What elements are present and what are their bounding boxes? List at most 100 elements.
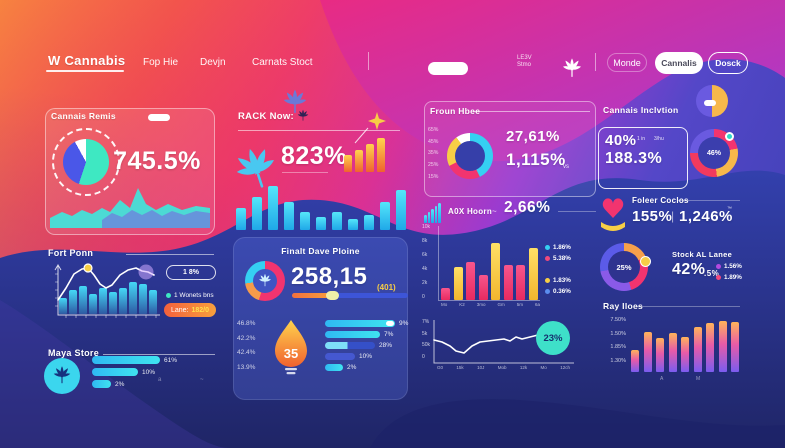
tick-label: 5m: [516, 302, 523, 307]
bar: [706, 323, 714, 372]
tick-label: 15%: [428, 173, 439, 180]
legend-item: 1.83%: [545, 277, 571, 284]
bar: [731, 322, 739, 372]
bar: [364, 215, 374, 230]
legend-item: 1.56%: [716, 263, 742, 270]
foleer-title-line: [678, 200, 740, 201]
hbar-row: 2%: [92, 380, 214, 388]
donut-hole: [608, 251, 640, 283]
monde-button[interactable]: Monde: [607, 53, 647, 72]
nav-badge-line1: LE3V: [517, 55, 532, 61]
inclvtion-value-1: 40%: [605, 132, 637, 149]
froun-value-suffix: vs: [563, 164, 569, 170]
fort-marker-yellow: [83, 263, 93, 273]
legend-label: 1.56%: [724, 263, 742, 270]
nav-item-2[interactable]: Devjn: [200, 57, 226, 68]
bar: [681, 337, 689, 372]
bar: [491, 243, 500, 300]
bar: [396, 190, 406, 230]
slider-fill: [292, 293, 332, 298]
bar: [503, 265, 513, 300]
bar: [344, 155, 352, 172]
maya-title-line: [103, 354, 215, 355]
nav-item-1[interactable]: Fop Hie: [143, 57, 179, 68]
inclvtion-donut-center: 46%: [706, 149, 721, 157]
fort-line-chart: [54, 263, 160, 318]
bar: [99, 288, 107, 314]
trend-yticks: 7% 5k 50k 0: [422, 320, 430, 360]
bar: [268, 186, 278, 230]
legend-dot: [716, 264, 721, 269]
legend-dot: [545, 278, 550, 283]
inclvtion-stat-card: [598, 127, 688, 189]
bulb-icon: 35: [275, 320, 307, 375]
bar: [252, 197, 262, 230]
ray-bar-chart: [631, 320, 741, 372]
hbar-cap: [386, 321, 394, 326]
tick-label: Mo: [540, 365, 547, 370]
price-slider[interactable]: [292, 291, 408, 300]
bar: [149, 290, 157, 314]
tick-label: 13.9%: [237, 363, 256, 371]
tick-label: 65%: [428, 127, 439, 133]
hbar-label: 7%: [384, 331, 394, 338]
nav-item-3[interactable]: Carnats Stoct: [252, 57, 313, 68]
bar: [693, 327, 702, 372]
fort-title-line: [126, 254, 214, 255]
tick-label: 6k: [422, 252, 428, 258]
hbar: [92, 380, 111, 388]
tick-label: K2: [459, 302, 465, 307]
ray-yticks: 7.50% 1.50% 1.85% 1.30%: [604, 317, 626, 364]
hbar-label: 10%: [142, 368, 156, 376]
cannabis-leaf-icon: [51, 365, 73, 387]
donut-marker-dot: [725, 132, 734, 141]
cannalis-button[interactable]: Cannalis: [655, 52, 703, 74]
fort-marker-purple: [138, 264, 154, 280]
bar: [424, 215, 427, 223]
tick-label: G0: [437, 365, 444, 370]
foleer-value-1: 155%: [632, 208, 673, 225]
tick-label: 25%: [428, 162, 439, 169]
pricing-card-title: Finalt Dave Ploine: [281, 246, 360, 256]
donut-hole: [455, 141, 485, 171]
aox-dash: ~: [492, 207, 497, 216]
tick-label: Gm: [497, 302, 505, 307]
hbar-label: 9%: [399, 320, 409, 327]
pie-cloud-blob: [704, 100, 716, 106]
froun-yticks: 65% 45% 35% 25% 15%: [428, 127, 439, 180]
bar: [129, 282, 137, 314]
tick-label: 3mo: [476, 302, 486, 307]
aox-mini-icon: [424, 203, 442, 223]
dosck-button[interactable]: Dosck: [708, 52, 748, 74]
cannabis-leaf-icon: [257, 273, 273, 289]
pricing-suffix: (401): [377, 283, 396, 292]
cyan-bar-chart: [236, 180, 410, 230]
slider-handle[interactable]: [326, 291, 339, 300]
fort-badge: 1 8%: [166, 265, 216, 280]
trend-xticks: G0 15k 10J Mob 12k Mo 12ch: [437, 365, 570, 371]
svg-text:35: 35: [284, 346, 298, 361]
rack-value: 823%: [281, 142, 347, 170]
bar: [69, 290, 77, 314]
aox-title: A0X Hoorn: [448, 207, 493, 216]
brand-logo[interactable]: W Cannabis: [48, 53, 126, 68]
tick-label: 12k: [519, 365, 528, 370]
pricing-hbars: 9% 7% 28% 10% 2%: [325, 320, 409, 375]
stock-title: Stock AL Lanee: [672, 250, 733, 259]
ray-title: Ray Iloes: [603, 301, 644, 311]
legend-dot: [166, 293, 171, 298]
tick-label: 4k: [422, 266, 428, 272]
hbar-row: 10%: [325, 353, 407, 360]
tick-label: 2k: [422, 280, 428, 286]
pricing-value: 258,15: [291, 263, 368, 290]
bar: [434, 206, 437, 223]
hbar-row: 61%: [92, 356, 214, 364]
inclvtion-note-2: 3/hu: [654, 136, 664, 142]
froun-value-2: 1,115%: [506, 150, 566, 169]
tick-label: 6a: [534, 302, 540, 307]
aox-axis-x: [438, 300, 540, 301]
tick-label: 5k: [422, 330, 428, 337]
aox-legend-2: 1.83% 0.36%: [545, 277, 571, 298]
bar: [516, 265, 525, 300]
